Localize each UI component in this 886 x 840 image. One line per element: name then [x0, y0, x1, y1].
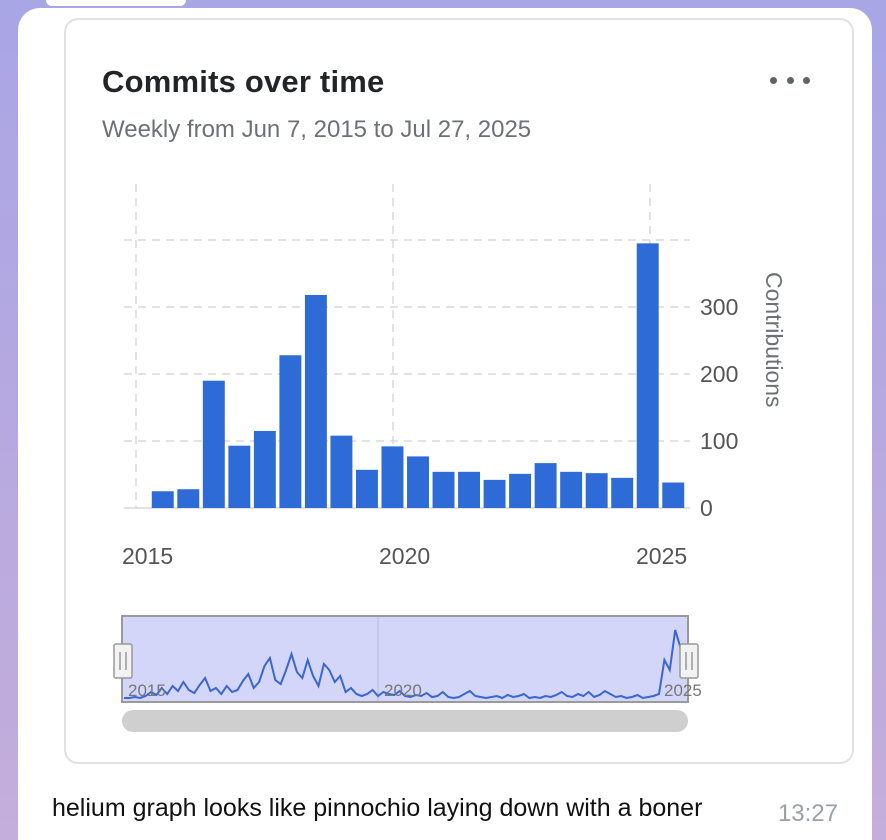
card-title: Commits over time	[102, 64, 385, 99]
bar[interactable]	[432, 471, 455, 508]
y-tick-label: 100	[700, 428, 738, 454]
commits-card: Commits over time Weekly from Jun 7, 201…	[64, 18, 854, 764]
bar[interactable]	[279, 355, 302, 508]
bar[interactable]	[304, 294, 327, 508]
y-tick-label: 0	[700, 495, 713, 521]
card-subtitle: Weekly from Jun 7, 2015 to Jul 27, 2025	[102, 116, 532, 143]
bar[interactable]	[509, 473, 532, 508]
drag-handle-icon[interactable]	[679, 643, 699, 679]
bar[interactable]	[202, 380, 225, 508]
more-horizontal-icon[interactable]	[770, 70, 810, 90]
bar[interactable]	[177, 489, 200, 508]
navigator-label-2020: 2020	[384, 681, 422, 700]
bar[interactable]	[483, 479, 506, 508]
range-navigator[interactable]: 2015 2020 2025	[113, 615, 702, 732]
bar[interactable]	[560, 471, 583, 508]
x-tick-label: 2025	[636, 543, 687, 569]
navigator-series-line	[124, 629, 687, 700]
bar[interactable]	[407, 456, 429, 508]
navigator-scrollbar[interactable]	[122, 710, 688, 732]
y-tick-label: 300	[700, 294, 738, 320]
bar[interactable]	[611, 477, 634, 508]
drag-handle-icon[interactable]	[113, 643, 133, 679]
bar[interactable]	[330, 435, 353, 508]
bar[interactable]	[636, 243, 659, 508]
y-tick-label: 200	[700, 361, 738, 387]
message-time: 13:27	[777, 800, 838, 827]
navigator-label-2025: 2025	[664, 681, 702, 700]
bar[interactable]	[355, 469, 378, 508]
y-axis-label: Contributions	[761, 272, 787, 408]
message-text: helium graph looks like pinnochio laying…	[52, 794, 703, 822]
bar[interactable]	[458, 471, 481, 508]
bar[interactable]	[381, 446, 404, 508]
x-axis-ticks: 2015 2020 2025	[122, 543, 687, 569]
bar[interactable]	[151, 491, 174, 508]
navigator-label-2015: 2015	[128, 681, 166, 700]
bar[interactable]	[662, 482, 685, 508]
message-bubble: Commits over time Weekly from Jun 7, 201…	[18, 8, 872, 840]
previous-bubble-edge	[46, 0, 186, 6]
bar[interactable]	[585, 473, 608, 508]
bar[interactable]	[534, 463, 557, 508]
x-tick-label: 2015	[122, 543, 173, 569]
commits-chart: 0 100 200 300 2015 2020 2025 Contributions 20…	[113, 184, 787, 732]
bar[interactable]	[228, 445, 251, 508]
bar[interactable]	[253, 430, 276, 508]
chart-bars	[151, 243, 685, 508]
y-axis-ticks: 0 100 200 300	[700, 294, 738, 521]
x-tick-label: 2020	[379, 543, 430, 569]
